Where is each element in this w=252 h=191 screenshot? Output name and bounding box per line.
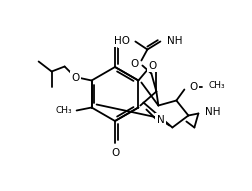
Text: HO: HO [114, 36, 130, 45]
Text: O: O [148, 61, 156, 70]
Text: N: N [156, 114, 164, 125]
Text: O: O [111, 148, 119, 158]
Text: NH: NH [205, 107, 221, 117]
Text: O: O [130, 58, 138, 69]
Text: O: O [71, 73, 80, 83]
Text: NH: NH [167, 36, 183, 45]
Text: O: O [120, 36, 128, 46]
Text: CH₃: CH₃ [56, 106, 73, 115]
Text: CH₃: CH₃ [208, 81, 225, 90]
Text: O: O [190, 82, 198, 91]
